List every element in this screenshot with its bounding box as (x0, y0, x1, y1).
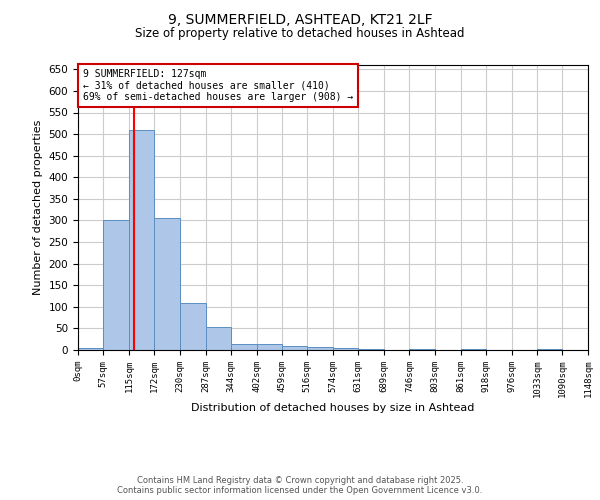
X-axis label: Distribution of detached houses by size in Ashtead: Distribution of detached houses by size … (191, 403, 475, 413)
Bar (180, 304, 205, 350)
Bar (154, 218, 180, 350)
Bar (358, 349, 384, 350)
Bar (103, 220, 129, 350)
Bar (537, 349, 562, 350)
Text: 9, SUMMERFIELD, ASHTEAD, KT21 2LF: 9, SUMMERFIELD, ASHTEAD, KT21 2LF (167, 12, 433, 26)
Bar (282, 346, 307, 350)
Bar (307, 346, 333, 350)
Text: Contains HM Land Registry data © Crown copyright and database right 2025.
Contai: Contains HM Land Registry data © Crown c… (118, 476, 482, 495)
Bar (333, 348, 358, 350)
Text: 9 SUMMERFIELD: 127sqm
← 31% of detached houses are smaller (410)
69% of semi-det: 9 SUMMERFIELD: 127sqm ← 31% of detached … (83, 70, 353, 102)
Bar (205, 327, 231, 350)
Y-axis label: Number of detached properties: Number of detached properties (33, 120, 43, 295)
Text: Size of property relative to detached houses in Ashtead: Size of property relative to detached ho… (135, 28, 465, 40)
Bar (257, 344, 282, 350)
Bar (409, 348, 435, 350)
Bar (78, 348, 103, 350)
Bar (461, 349, 486, 350)
Bar (129, 130, 154, 350)
Bar (231, 344, 257, 350)
